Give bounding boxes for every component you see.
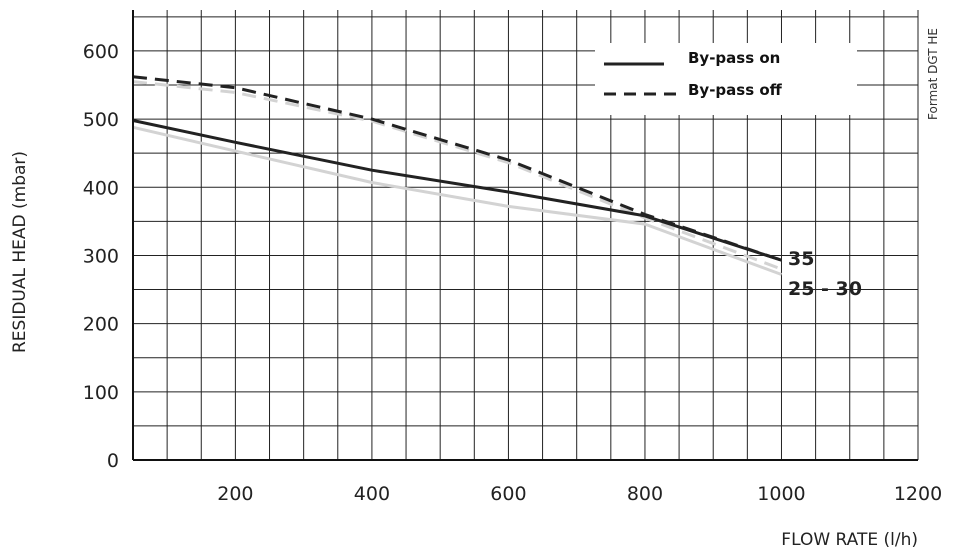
x-tick-label: 200 xyxy=(217,483,253,505)
format-note: Format DGT HE xyxy=(926,28,940,120)
legend: By-pass on By-pass off xyxy=(595,43,857,115)
y-tick-label: 600 xyxy=(83,41,119,63)
legend-label-bypass-on: By-pass on xyxy=(688,49,780,67)
series-line-25-30-bypass-off xyxy=(132,80,783,271)
x-tick-label: 400 xyxy=(354,483,390,505)
y-tick-label: 200 xyxy=(83,314,119,336)
x-tick-label: 1000 xyxy=(757,483,805,505)
x-tick-label: 800 xyxy=(627,483,663,505)
x-tick-label: 1200 xyxy=(894,483,942,505)
y-tick-label: 100 xyxy=(83,382,119,404)
y-axis-title: RESIDUAL HEAD (mbar) xyxy=(10,151,30,353)
y-tick-label: 400 xyxy=(83,177,119,199)
legend-label-bypass-off: By-pass off xyxy=(688,81,783,99)
y-tick-label: 500 xyxy=(83,109,119,131)
x-axis-title: FLOW RATE (l/h) xyxy=(781,530,918,550)
series-line-25-30-bypass-on xyxy=(132,125,783,276)
legend-background xyxy=(595,43,857,115)
series-line-35-bypass-off xyxy=(132,75,782,262)
plot-frame xyxy=(132,10,918,461)
series-label-35: 35 xyxy=(788,248,814,270)
y-tick-label: 0 xyxy=(107,450,119,472)
y-tick-label: 300 xyxy=(83,245,119,267)
curves xyxy=(132,75,783,276)
series-label-25-30: 25 - 30 xyxy=(788,278,862,300)
tick-labels: 0 100 200 300 400 500 600 200 400 600 800 1000 1200 xyxy=(83,41,942,505)
x-tick-label: 600 xyxy=(490,483,526,505)
